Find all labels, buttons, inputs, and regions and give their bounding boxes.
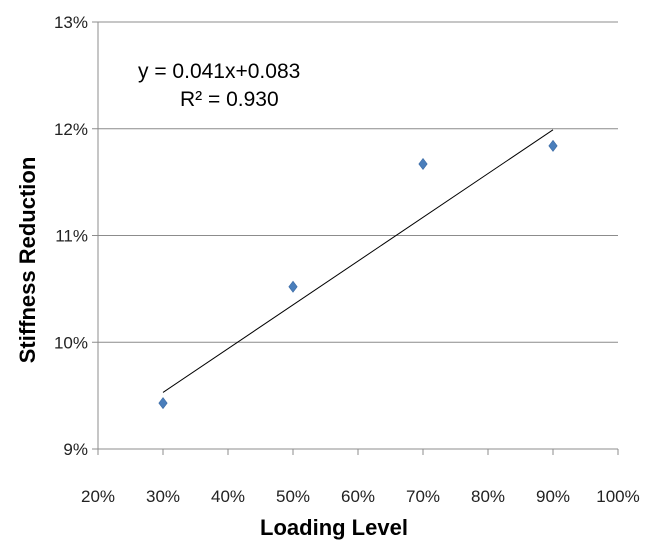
x-tick-label: 40% [211, 487, 245, 506]
y-tick-label: 11% [55, 227, 88, 246]
data-point [158, 397, 168, 410]
trendline-group [162, 129, 554, 393]
y-tick-label: 12% [54, 120, 88, 139]
x-tick-label: 50% [276, 487, 310, 506]
x-tick-label: 60% [341, 487, 375, 506]
data-point [418, 157, 428, 170]
x-tick-label: 100% [596, 487, 639, 506]
x-tick-label: 20% [81, 487, 115, 506]
y-axis-title: Stiffness Reduction [15, 157, 40, 364]
gridlines [98, 21, 618, 343]
data-points [158, 139, 558, 410]
x-tick-label: 30% [146, 487, 180, 506]
x-axis-title: Loading Level [260, 515, 408, 540]
y-tick-label: 13% [54, 13, 88, 32]
r-squared-label: R² = 0.930 [180, 88, 279, 111]
x-tick-label: 70% [406, 487, 440, 506]
trendline [162, 129, 554, 393]
trendline-equation: y = 0.041x+0.083 [138, 60, 300, 83]
x-tick-labels: 20% 30% 40% 50% 60% 70% 80% 90% 100% [81, 487, 640, 506]
x-tick-label: 90% [536, 487, 570, 506]
x-tick-label: 80% [471, 487, 505, 506]
y-tick-label: 9% [63, 440, 88, 459]
y-tick-labels: 9% 10% 11% 12% 13% [54, 13, 88, 459]
data-point [548, 139, 558, 152]
data-point [288, 280, 298, 293]
axes [92, 21, 619, 455]
y-tick-label: 10% [54, 333, 88, 352]
